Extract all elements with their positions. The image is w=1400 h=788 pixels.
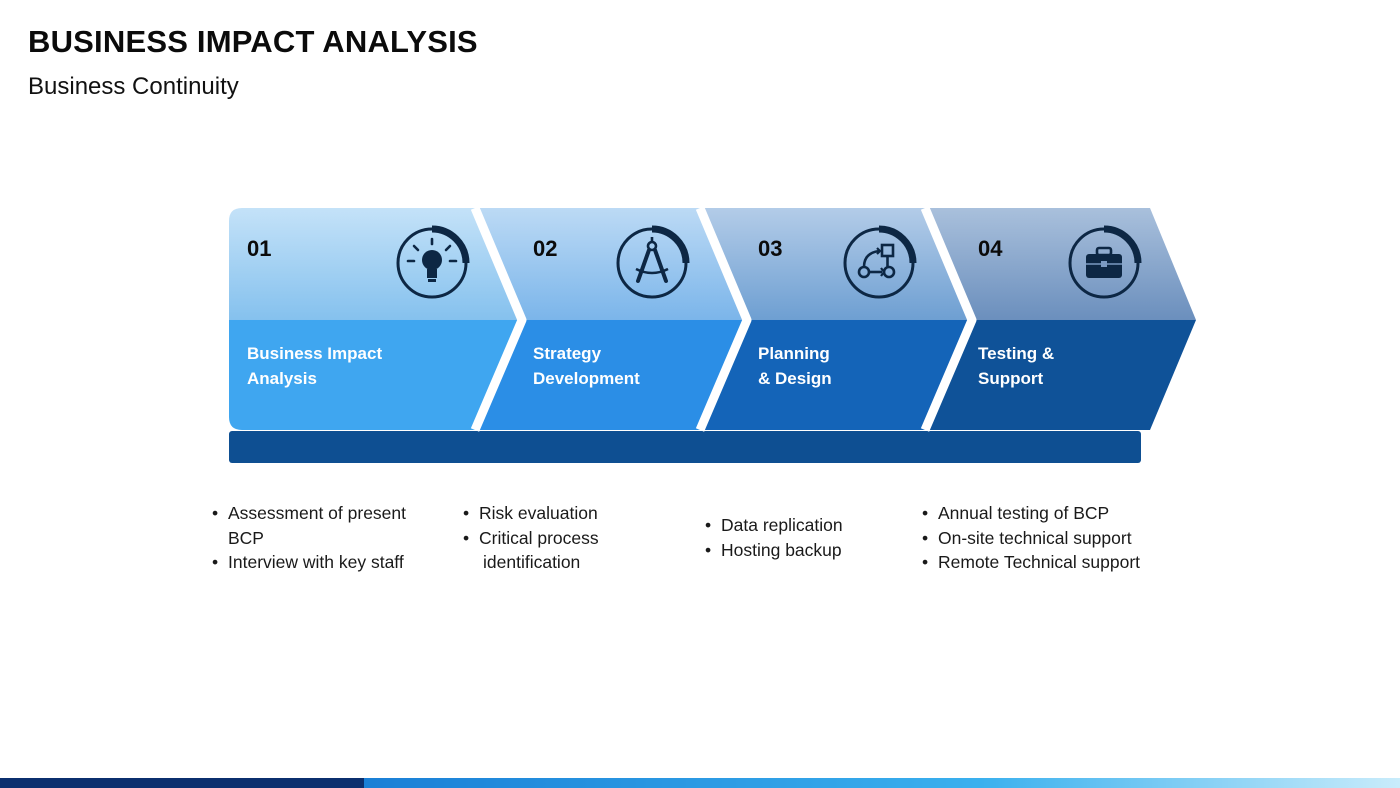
- briefcase-icon: [1068, 225, 1142, 299]
- step-shape-1: [229, 206, 527, 432]
- bullet-item: Critical process: [463, 526, 599, 551]
- step-1-bullets: Assessment of present BCP Interview with…: [212, 501, 406, 575]
- step-label-4-line2: Support: [978, 369, 1044, 388]
- bullet-item: Hosting backup: [705, 538, 843, 563]
- bullet-item: Data replication: [705, 513, 843, 538]
- lightbulb-icon: [396, 225, 470, 299]
- compass-icon: [616, 225, 690, 299]
- footer-bar: [0, 778, 1400, 788]
- step-label-3-line2: & Design: [758, 369, 832, 388]
- step-label-2-line2: Development: [533, 369, 640, 388]
- bullet-item: Risk evaluation: [463, 501, 599, 526]
- step-2-bullets: Risk evaluation Critical process identif…: [463, 501, 599, 575]
- page-title: BUSINESS IMPACT ANALYSIS: [28, 24, 478, 59]
- workflow-icon: [843, 225, 917, 299]
- step-4-bullets: Annual testing of BCP On-site technical …: [922, 501, 1140, 575]
- step-label-1: Business Impact Analysis: [247, 341, 447, 391]
- step-label-3-line1: Planning: [758, 344, 830, 363]
- bullet-item: Remote Technical support: [922, 550, 1140, 575]
- bullet-item: Annual testing of BCP: [922, 501, 1140, 526]
- base-bar: [229, 431, 1141, 463]
- bullet-item: Assessment of present: [212, 501, 406, 526]
- bullet-item: On-site technical support: [922, 526, 1140, 551]
- step-label-4: Testing & Support: [978, 341, 1178, 391]
- step-number-2: 02: [533, 236, 558, 261]
- page-subtitle: Business Continuity: [28, 73, 239, 100]
- step-number-4: 04: [978, 236, 1003, 261]
- step-label-1-line1: Business Impact: [247, 344, 383, 363]
- step-label-1-line2: Analysis: [247, 369, 317, 388]
- step-label-2: Strategy Development: [533, 341, 733, 391]
- step-number-1: 01: [247, 236, 272, 261]
- bullet-continuation: BCP: [228, 527, 264, 548]
- step-number-3: 03: [758, 236, 783, 261]
- bullet-continuation: identification: [483, 552, 581, 572]
- bullet-item: Interview with key staff: [212, 550, 406, 575]
- step-label-4-line1: Testing &: [978, 344, 1055, 363]
- step-label-2-line1: Strategy: [533, 344, 602, 363]
- step-label-3: Planning & Design: [758, 341, 958, 391]
- step-3-bullets: Data replication Hosting backup: [705, 513, 843, 562]
